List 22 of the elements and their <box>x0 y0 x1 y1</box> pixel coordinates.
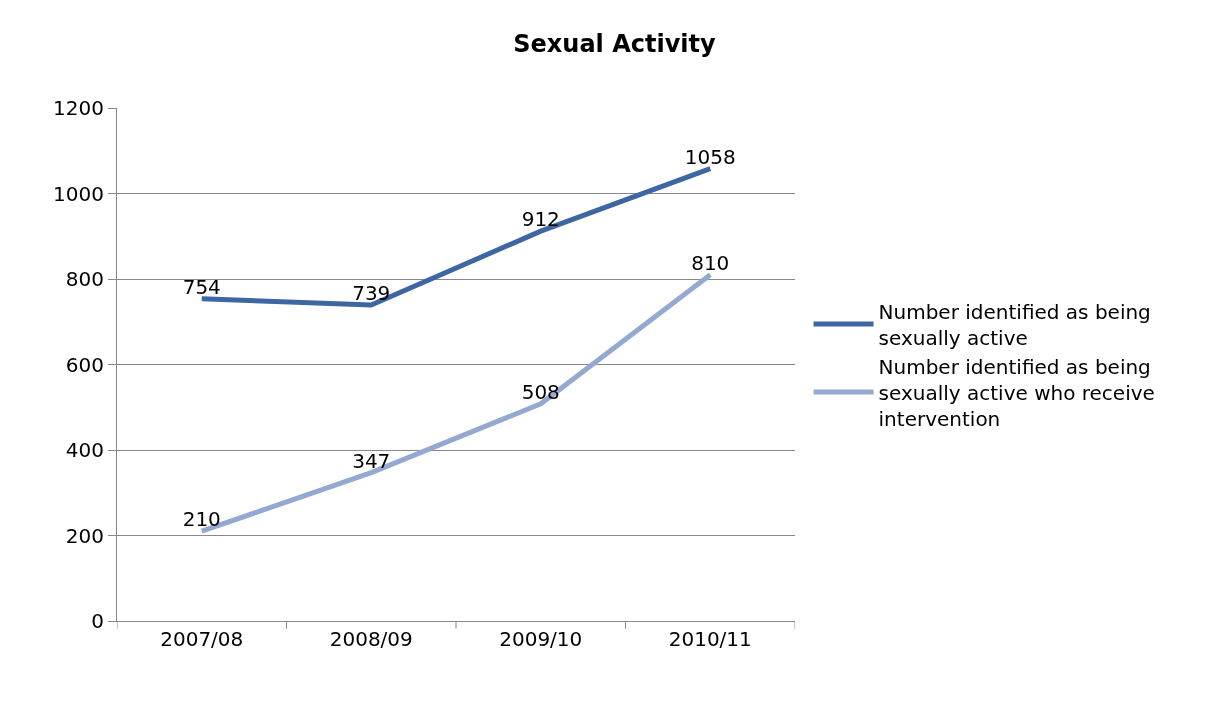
x-tick-label: 2007/08 <box>160 627 244 651</box>
y-tick-label: 200 <box>65 523 104 548</box>
data-label: 810 <box>691 250 730 275</box>
data-label: 210 <box>182 507 221 532</box>
y-tick-label: 400 <box>65 438 104 462</box>
y-tick-label: 600 <box>65 352 104 377</box>
y-tick-label: 800 <box>65 267 104 291</box>
data-label: 739 <box>352 281 391 306</box>
legend-label: Number identified as being sexually active <box>878 299 1151 350</box>
data-label: 912 <box>521 207 560 232</box>
x-tick-label: 2010/11 <box>668 627 752 651</box>
legend-label: Number identified as being sexually active who receive intervention <box>878 354 1155 431</box>
data-label: 347 <box>352 448 391 473</box>
x-tick-label: 2008/09 <box>329 627 413 651</box>
data-label: 754 <box>182 274 221 299</box>
y-tick-label: 0 <box>91 609 104 633</box>
data-label: 1058 <box>684 144 736 169</box>
chart-title: Sexual Activity <box>513 30 717 58</box>
y-tick-label: 1000 <box>53 181 104 206</box>
data-label: 508 <box>521 379 560 404</box>
y-tick-label: 1200 <box>53 96 104 120</box>
x-tick-label: 2009/10 <box>499 627 583 651</box>
